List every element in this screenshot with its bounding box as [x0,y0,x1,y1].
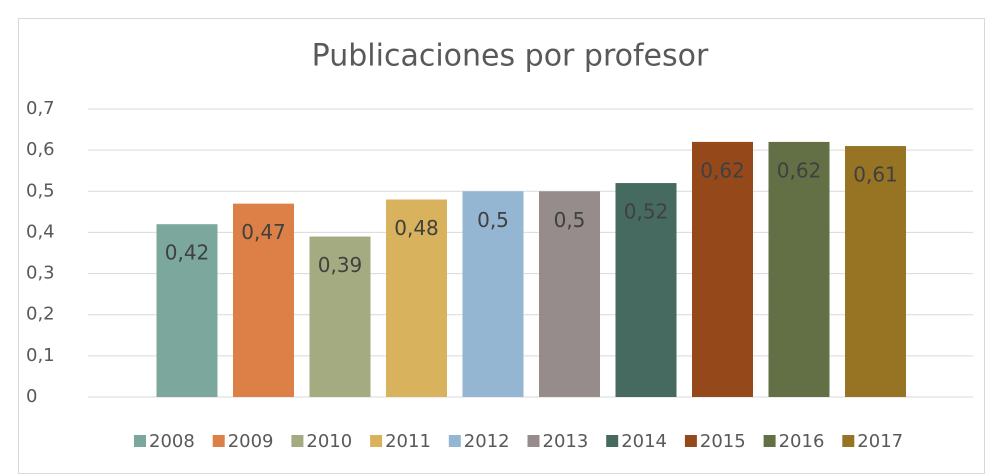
legend-label: 2013 [543,431,589,452]
legend-swatch [212,435,225,447]
bar [309,236,371,397]
y-tick-label: 0,2 [26,304,55,325]
bar [156,224,218,397]
y-tick-label: 0,1 [26,345,55,366]
data-label: 0,47 [241,220,286,244]
data-label: 0,5 [554,208,586,232]
bar [539,191,600,397]
legend-label: 2017 [857,431,903,452]
bar [845,146,906,397]
bar [615,183,677,397]
legend-label: 2011 [385,431,431,452]
data-label: 0,42 [165,241,210,265]
legend-label: 2014 [621,431,667,452]
legend-label: 2012 [464,431,510,452]
legend-swatch [842,435,855,447]
legend-swatch [134,435,146,447]
legend-swatch [448,435,461,447]
legend-label: 2016 [779,431,825,452]
y-tick-label: 0,4 [26,221,55,242]
data-label: 0,39 [318,253,363,277]
data-label: 0,48 [394,216,439,240]
y-tick-label: 0,5 [26,180,55,201]
chart-title: Publicaciones por profesor [312,39,709,74]
bar [768,141,830,397]
y-tick-label: 0,7 [26,98,55,119]
legend-swatch [370,435,383,447]
bar [233,203,294,397]
y-tick-label: 0 [26,386,37,407]
data-label: 0,62 [777,158,822,182]
legend-swatch [606,435,619,447]
bar [462,191,524,397]
data-label: 0,52 [624,200,669,224]
legend-swatch [527,435,540,447]
data-label: 0,62 [700,158,745,182]
bar [386,199,447,397]
legend-label: 2010 [306,431,352,452]
legend-swatch [291,435,304,447]
legend-label: 2015 [700,431,746,452]
legend-swatch [763,435,776,447]
y-tick-label: 0,6 [26,139,55,160]
legend-swatch [684,435,697,447]
data-label: 0,61 [853,163,898,187]
legend-label: 2009 [228,431,274,452]
legend-label: 2008 [149,431,195,452]
y-tick-label: 0,3 [26,263,55,284]
bar [692,141,753,397]
data-label: 0,5 [477,208,509,232]
